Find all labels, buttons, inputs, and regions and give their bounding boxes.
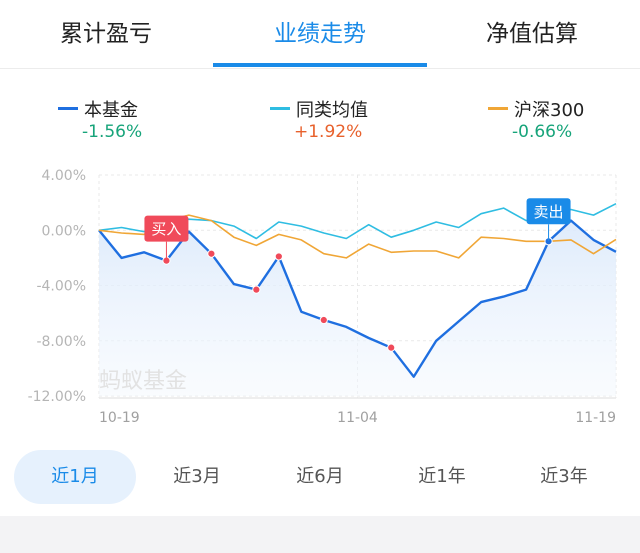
- x-tick-label: 11-19: [575, 410, 616, 426]
- performance-chart[interactable]: 买入 卖出 4.00% 0.00% -4.00% -8.00% -12.00% 10-19 1…: [0, 160, 640, 440]
- flag-label-buy: 买入: [151, 220, 181, 238]
- trade-marker: [388, 344, 395, 351]
- legend-label-index: 沪深300: [514, 96, 584, 122]
- trade-marker: [320, 316, 327, 323]
- legend-value-fund: -1.56%: [82, 122, 142, 142]
- range-1-year[interactable]: 近1年: [381, 450, 503, 504]
- y-tick-label: -8.00%: [36, 334, 86, 350]
- legend-value-index: -0.66%: [512, 122, 572, 142]
- range-3-years[interactable]: 近3年: [503, 450, 625, 504]
- tab-cumulative-pnl[interactable]: 累计盈亏: [10, 14, 202, 54]
- legend-label-fund: 本基金: [84, 96, 138, 122]
- trade-marker: [275, 253, 282, 260]
- x-tick-label: 11-04: [337, 410, 378, 426]
- trade-marker: [253, 286, 260, 293]
- legend-swatch-fund: [58, 107, 78, 110]
- tab-nav-estimate[interactable]: 净值估算: [436, 14, 628, 54]
- legend-value-category: +1.92%: [294, 122, 362, 142]
- y-tick-label: 4.00%: [42, 168, 86, 184]
- y-tick-label: -4.00%: [36, 279, 86, 295]
- range-3-months[interactable]: 近3月: [136, 450, 258, 504]
- active-tab-indicator: [213, 63, 427, 67]
- range-selector: 近1月 近3月 近6月 近1年 近3年: [0, 448, 640, 508]
- y-tick-label: 0.00%: [42, 223, 86, 239]
- x-tick-label: 10-19: [99, 410, 140, 426]
- watermark-text: 蚂蚁基金: [99, 369, 187, 394]
- tab-bar: 累计盈亏 业绩走势 净值估算: [0, 0, 640, 69]
- legend-swatch-index: [488, 107, 508, 110]
- bottom-divider: [0, 516, 640, 553]
- range-1-month[interactable]: 近1月: [14, 450, 136, 504]
- legend-swatch-category: [270, 107, 290, 110]
- trade-marker: [208, 250, 215, 257]
- tab-performance[interactable]: 业绩走势: [224, 14, 416, 54]
- range-6-months[interactable]: 近6月: [259, 450, 381, 504]
- legend-label-category: 同类均值: [296, 96, 368, 122]
- y-tick-label: -12.00%: [28, 389, 86, 405]
- flag-label-sell: 卖出: [534, 203, 564, 221]
